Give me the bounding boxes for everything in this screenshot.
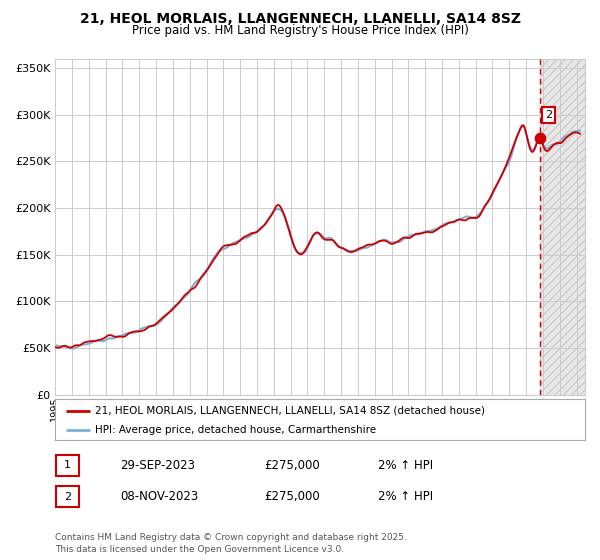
FancyBboxPatch shape <box>56 486 79 507</box>
FancyBboxPatch shape <box>56 455 79 476</box>
Text: £275,000: £275,000 <box>264 490 320 503</box>
Text: 21, HEOL MORLAIS, LLANGENNECH, LLANELLI, SA14 8SZ (detached house): 21, HEOL MORLAIS, LLANGENNECH, LLANELLI,… <box>95 405 485 416</box>
Text: HPI: Average price, detached house, Carmarthenshire: HPI: Average price, detached house, Carm… <box>95 424 376 435</box>
Text: 29-SEP-2023: 29-SEP-2023 <box>120 459 195 472</box>
Text: Price paid vs. HM Land Registry's House Price Index (HPI): Price paid vs. HM Land Registry's House … <box>131 24 469 37</box>
Text: 21, HEOL MORLAIS, LLANGENNECH, LLANELLI, SA14 8SZ: 21, HEOL MORLAIS, LLANGENNECH, LLANELLI,… <box>79 12 521 26</box>
Text: 2% ↑ HPI: 2% ↑ HPI <box>378 490 433 503</box>
Bar <box>541 59 585 395</box>
Text: 2: 2 <box>545 110 553 120</box>
Text: 2: 2 <box>64 492 71 502</box>
Text: Contains HM Land Registry data © Crown copyright and database right 2025.
This d: Contains HM Land Registry data © Crown c… <box>55 533 407 554</box>
Point <box>536 134 545 143</box>
Text: 08-NOV-2023: 08-NOV-2023 <box>120 490 198 503</box>
Text: 1: 1 <box>64 460 71 470</box>
Text: 2% ↑ HPI: 2% ↑ HPI <box>378 459 433 472</box>
Bar <box>541 59 585 395</box>
Text: £275,000: £275,000 <box>264 459 320 472</box>
